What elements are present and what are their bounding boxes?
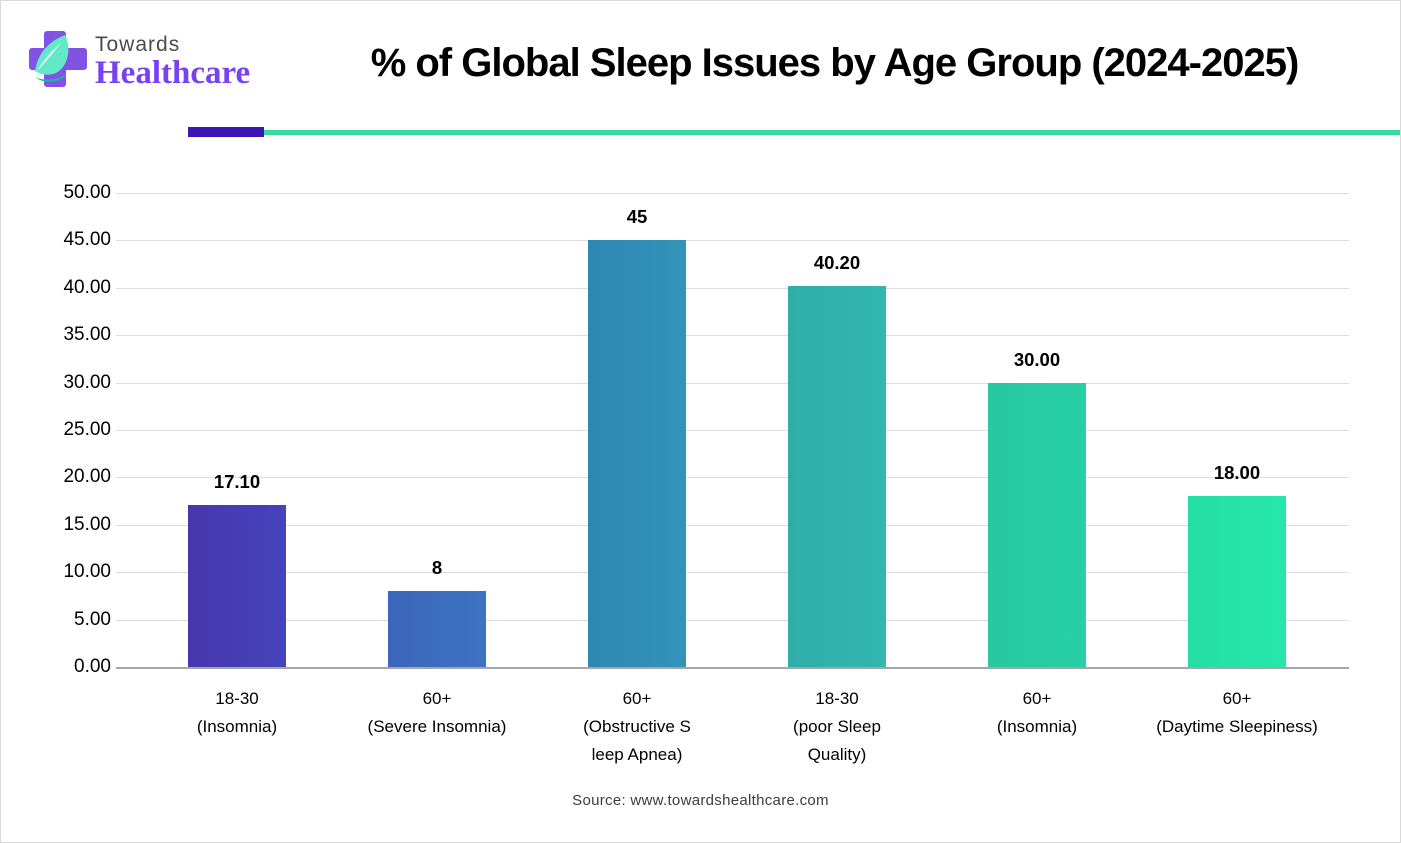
bar — [788, 285, 886, 667]
x-axis-category-label: 60+ (Severe Insomnia) — [367, 689, 507, 736]
bar-value-label: 17.10 — [213, 470, 261, 492]
x-axis-line — [116, 667, 1349, 669]
y-axis-tick-label: 45.00 — [63, 229, 111, 251]
x-axis-category-label: 18-30 (poor Sleep Quality) — [793, 689, 881, 764]
bar-value-label: 40.20 — [813, 251, 861, 273]
gridline — [116, 430, 1349, 431]
gridline — [116, 477, 1349, 479]
bar — [1188, 496, 1286, 667]
y-axis-tick-label: 5.00 — [74, 608, 111, 630]
header-accent-line-teal — [264, 130, 1400, 135]
gridline — [116, 524, 1349, 526]
bar — [588, 240, 686, 667]
x-axis-category-label: 18-30 (Insomnia) — [196, 689, 278, 736]
gridline — [116, 619, 1349, 621]
gridline — [116, 287, 1349, 289]
y-axis-tick-label: 25.00 — [63, 419, 111, 440]
gridline — [116, 382, 1349, 384]
gridline — [116, 572, 1349, 574]
y-axis-tick-label: 35.00 — [63, 324, 111, 346]
logo-text-towards: Towards — [95, 33, 181, 56]
logo-cross-leaf-icon — [29, 31, 87, 87]
bar — [988, 382, 1086, 667]
towards-healthcare-logo: Towards Healthcare — [27, 23, 277, 101]
bar — [188, 504, 286, 667]
bar-value-label: 18.00 — [1213, 462, 1261, 484]
gridline — [116, 240, 1349, 242]
y-axis-tick-label: 20.00 — [63, 466, 111, 488]
gridline — [116, 193, 1349, 194]
header-accent-bar-purple — [188, 127, 264, 137]
y-axis-tick-label: 10.00 — [63, 561, 111, 583]
y-axis-tick-label: 30.00 — [63, 371, 111, 393]
x-axis-category-label: 60+ (Daytime Sleepiness) — [1156, 689, 1318, 736]
logo-text-healthcare: Healthcare — [95, 55, 251, 91]
bar-value-label: 8 — [431, 557, 443, 579]
x-axis-category-label: 60+ (Obstructive S leep Apnea) — [583, 689, 691, 764]
y-axis-tick-label: 40.00 — [63, 276, 111, 298]
page-title: % of Global Sleep Issues by Age Group (2… — [370, 41, 1300, 85]
bar-value-label: 45 — [626, 206, 648, 228]
y-axis-tick-label: 15.00 — [63, 513, 111, 535]
gridline — [116, 335, 1349, 337]
source-attribution: Source: www.towardshealthcare.com — [572, 792, 829, 809]
x-axis-category-label: 60+ (Insomnia) — [996, 689, 1078, 736]
logo-wordmark: Towards Healthcare — [95, 34, 250, 90]
bar — [388, 591, 486, 667]
y-axis-tick-label: 50.00 — [63, 182, 111, 203]
y-axis-tick-label: 0.00 — [74, 656, 111, 677]
bar-value-label: 30.00 — [1013, 348, 1061, 370]
